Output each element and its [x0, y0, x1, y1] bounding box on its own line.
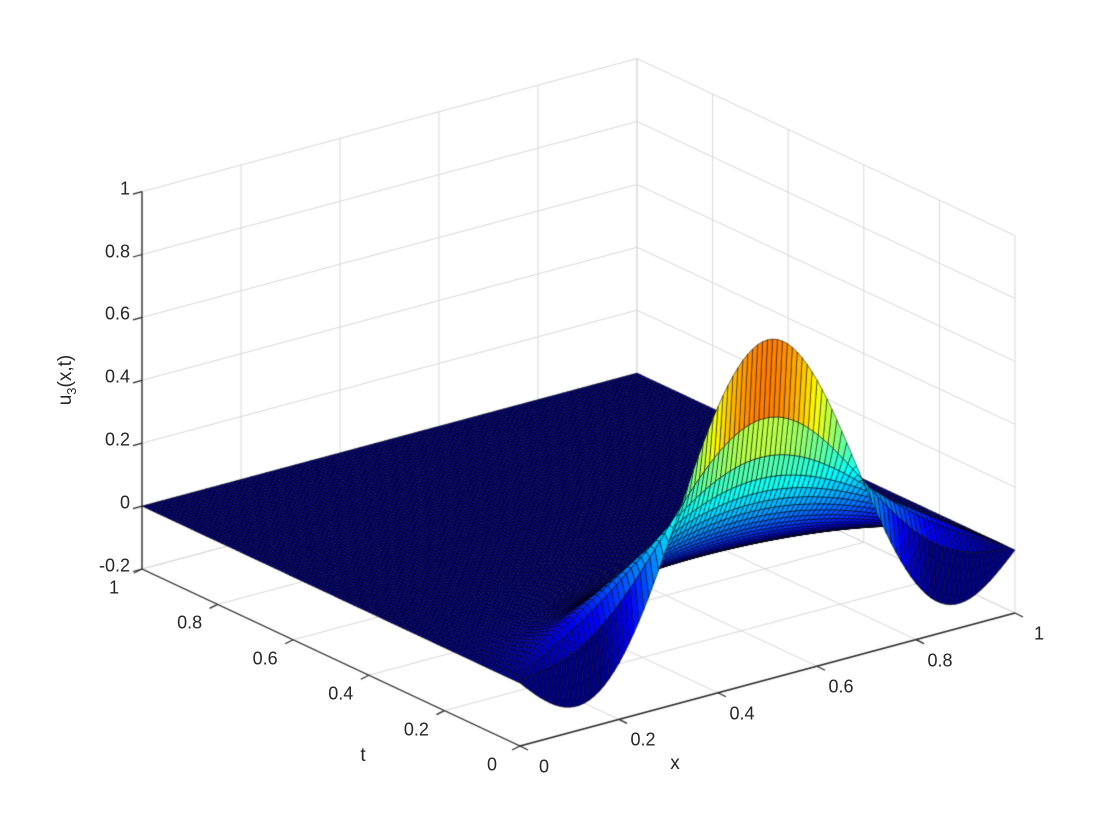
t-tick-label: 0.2 [403, 719, 429, 740]
x-tick-label: 0.2 [630, 729, 656, 750]
z-tick-label: 0 [119, 492, 130, 513]
t-tick-label: 0.8 [177, 612, 203, 633]
z-axis-label: u3(x,t) [55, 354, 79, 406]
t-tick-label: 1 [108, 577, 120, 598]
z-tick-label: 0.2 [104, 429, 130, 450]
x-tick-label: 0.4 [729, 703, 755, 724]
z-tick-label: 1 [119, 178, 130, 199]
t-tick-label: 0 [486, 754, 498, 775]
z-tick-label: 0.6 [104, 303, 130, 324]
x-tick-label: 0.8 [927, 650, 953, 671]
z-axis-label-post: (x,t) [55, 354, 76, 388]
x-tick-label: 0 [538, 756, 550, 777]
x-tick-label: 0.6 [828, 676, 854, 697]
z-tick-label: 0.4 [104, 366, 130, 387]
t-axis-label: t [360, 745, 366, 766]
z-axis-label-pre: u [55, 394, 76, 406]
z-tick-label: 0.8 [104, 241, 130, 261]
z-tick-label: -0.2 [98, 555, 130, 576]
t-tick-label: 0.6 [252, 648, 278, 669]
t-tick-label: 0.4 [328, 683, 354, 704]
z-axis-label-sub: 3 [64, 387, 79, 395]
x-tick-label: 1 [1033, 623, 1045, 644]
x-axis-label: x [670, 753, 680, 774]
